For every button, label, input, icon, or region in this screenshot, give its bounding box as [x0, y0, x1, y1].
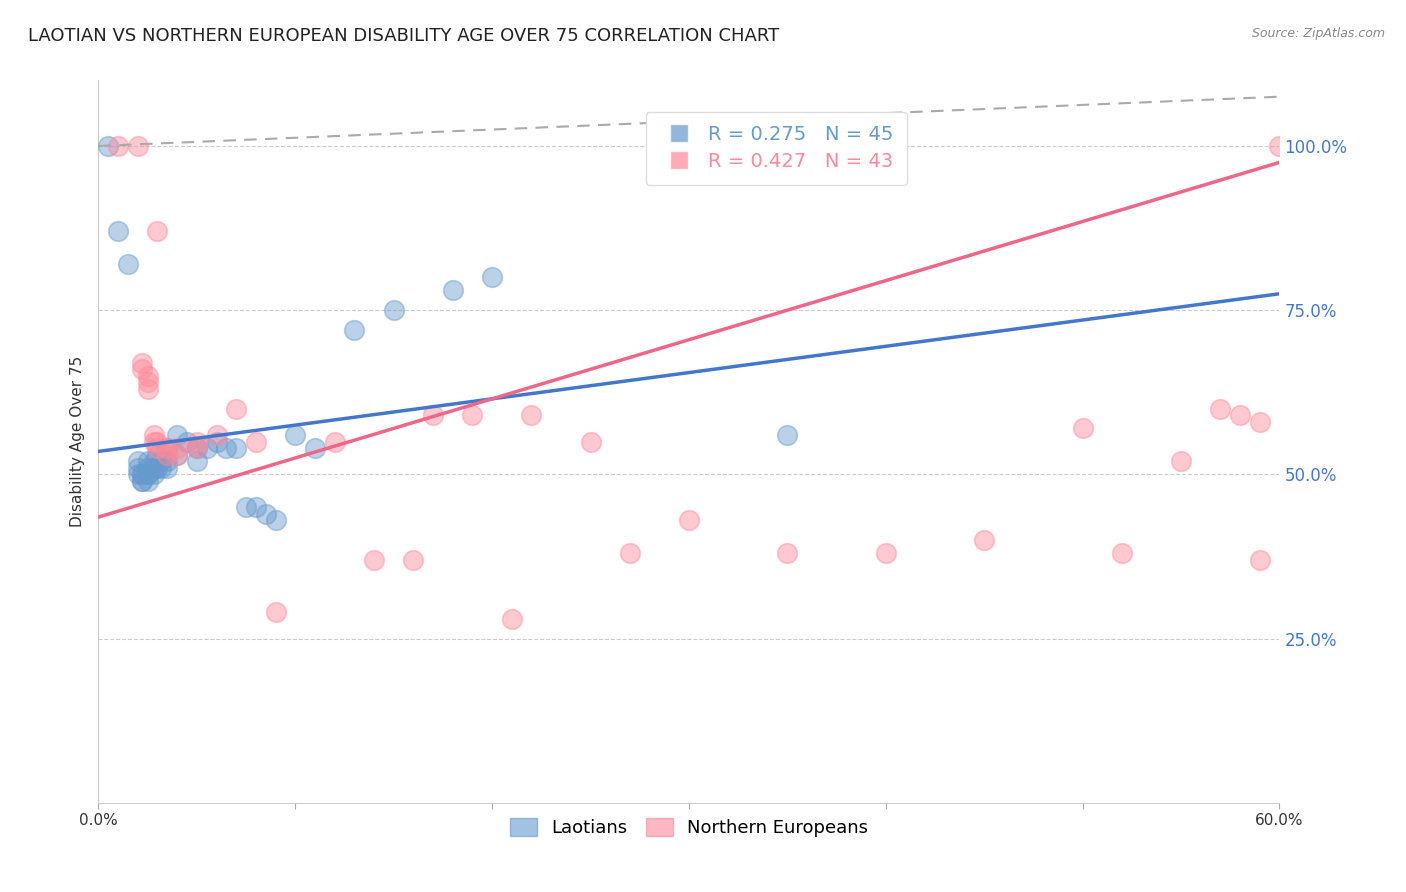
Point	[127, 139, 149, 153]
Point	[146, 448, 169, 462]
Point	[156, 441, 179, 455]
Point	[186, 434, 208, 449]
Point	[186, 454, 208, 468]
Point	[1071, 421, 1094, 435]
Point	[136, 376, 159, 390]
Point	[136, 467, 159, 482]
Point	[136, 467, 159, 482]
Point	[166, 428, 188, 442]
Point	[156, 448, 179, 462]
Point	[131, 474, 153, 488]
Point	[142, 460, 165, 475]
Point	[343, 323, 366, 337]
Y-axis label: Disability Age Over 75: Disability Age Over 75	[69, 356, 84, 527]
Point	[127, 460, 149, 475]
Point	[146, 224, 169, 238]
Point	[1209, 401, 1232, 416]
Point	[304, 441, 326, 455]
Point	[205, 434, 228, 449]
Point	[142, 467, 165, 482]
Point	[205, 428, 228, 442]
Point	[441, 284, 464, 298]
Point	[176, 434, 198, 449]
Point	[136, 454, 159, 468]
Point	[146, 460, 169, 475]
Point	[254, 507, 277, 521]
Point	[1229, 409, 1251, 423]
Point	[402, 553, 425, 567]
Point	[1249, 553, 1271, 567]
Point	[156, 441, 179, 455]
Point	[156, 454, 179, 468]
Point	[225, 401, 247, 416]
Point	[107, 139, 129, 153]
Point	[875, 546, 897, 560]
Point	[235, 500, 257, 515]
Point	[323, 434, 346, 449]
Point	[166, 448, 188, 462]
Point	[382, 303, 405, 318]
Point	[619, 546, 641, 560]
Point	[1170, 454, 1192, 468]
Point	[422, 409, 444, 423]
Point	[284, 428, 307, 442]
Point	[131, 474, 153, 488]
Point	[117, 257, 139, 271]
Point	[146, 434, 169, 449]
Point	[136, 474, 159, 488]
Point	[150, 460, 173, 475]
Point	[264, 605, 287, 619]
Legend: Laotians, Northern Europeans: Laotians, Northern Europeans	[502, 811, 876, 845]
Point	[363, 553, 385, 567]
Point	[131, 362, 153, 376]
Point	[142, 428, 165, 442]
Point	[579, 434, 602, 449]
Point	[973, 533, 995, 547]
Point	[501, 612, 523, 626]
Point	[166, 448, 188, 462]
Point	[245, 434, 267, 449]
Point	[146, 441, 169, 455]
Point	[131, 467, 153, 482]
Point	[186, 441, 208, 455]
Point	[131, 467, 153, 482]
Point	[1111, 546, 1133, 560]
Point	[166, 441, 188, 455]
Point	[520, 409, 543, 423]
Point	[225, 441, 247, 455]
Point	[481, 270, 503, 285]
Point	[142, 454, 165, 468]
Point	[136, 382, 159, 396]
Point	[186, 441, 208, 455]
Point	[156, 460, 179, 475]
Text: Source: ZipAtlas.com: Source: ZipAtlas.com	[1251, 27, 1385, 40]
Point	[1268, 139, 1291, 153]
Point	[776, 546, 799, 560]
Point	[461, 409, 484, 423]
Point	[150, 454, 173, 468]
Point	[245, 500, 267, 515]
Text: LAOTIAN VS NORTHERN EUROPEAN DISABILITY AGE OVER 75 CORRELATION CHART: LAOTIAN VS NORTHERN EUROPEAN DISABILITY …	[28, 27, 779, 45]
Point	[195, 441, 218, 455]
Point	[127, 454, 149, 468]
Point	[264, 513, 287, 527]
Point	[131, 356, 153, 370]
Point	[776, 428, 799, 442]
Point	[1249, 415, 1271, 429]
Point	[127, 467, 149, 482]
Point	[215, 441, 238, 455]
Point	[107, 224, 129, 238]
Point	[678, 513, 700, 527]
Point	[142, 434, 165, 449]
Point	[97, 139, 120, 153]
Point	[136, 368, 159, 383]
Point	[136, 460, 159, 475]
